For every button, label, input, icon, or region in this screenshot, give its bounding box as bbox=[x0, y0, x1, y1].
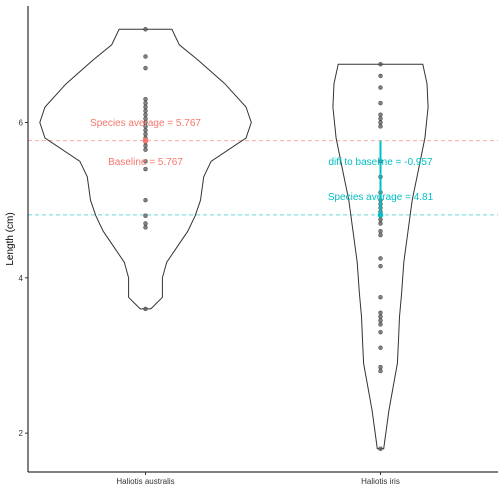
data-point bbox=[378, 256, 383, 261]
data-point bbox=[378, 232, 383, 238]
data-point bbox=[143, 306, 148, 312]
australis-baseline-label: Baseline = 5.767 bbox=[108, 157, 183, 168]
data-point bbox=[378, 85, 383, 90]
data-point bbox=[143, 65, 148, 71]
data-point bbox=[378, 120, 383, 125]
data-point bbox=[143, 159, 148, 164]
australis-species-average-label: Species average = 5.767 bbox=[90, 118, 201, 129]
data-point bbox=[378, 330, 383, 335]
x-tick-label: Haliotis australis bbox=[116, 477, 174, 486]
data-point bbox=[378, 310, 383, 315]
y-axis-title: Length (cm) bbox=[5, 212, 16, 265]
data-point bbox=[378, 221, 383, 226]
data-point bbox=[378, 345, 383, 350]
y-tick-label: 6 bbox=[19, 119, 24, 128]
data-point bbox=[378, 100, 383, 106]
data-point bbox=[378, 229, 383, 234]
data-point bbox=[143, 104, 148, 110]
data-point bbox=[143, 112, 148, 117]
data-point bbox=[143, 221, 148, 226]
data-point bbox=[378, 368, 383, 374]
data-points bbox=[143, 27, 383, 451]
x-tick-label: Haliotis iris bbox=[361, 477, 400, 486]
data-point bbox=[378, 124, 383, 129]
iris-diff-label: diff to baseline = -0.957 bbox=[328, 157, 432, 168]
data-point bbox=[378, 116, 383, 121]
x-ticks: Haliotis australis Haliotis iris bbox=[116, 472, 400, 486]
data-point bbox=[143, 131, 148, 137]
mean-marker bbox=[377, 212, 384, 218]
data-point bbox=[143, 143, 148, 149]
mean-marker bbox=[142, 137, 149, 144]
data-point bbox=[143, 213, 148, 218]
data-point bbox=[143, 147, 148, 152]
data-point bbox=[143, 100, 148, 106]
data-point bbox=[143, 27, 148, 32]
data-point bbox=[378, 318, 383, 323]
data-point bbox=[378, 446, 383, 451]
data-point bbox=[378, 62, 383, 67]
y-tick-label: 2 bbox=[19, 429, 24, 438]
iris-species-average-label: Species average = 4.81 bbox=[328, 192, 434, 203]
data-point bbox=[143, 96, 148, 102]
data-point bbox=[143, 108, 148, 114]
data-point bbox=[378, 314, 383, 319]
data-point bbox=[378, 73, 383, 79]
data-point bbox=[143, 197, 148, 203]
data-point bbox=[143, 166, 148, 172]
data-point bbox=[143, 54, 148, 59]
reference-lines bbox=[28, 140, 498, 216]
data-point bbox=[378, 112, 383, 117]
annotations: Species average = 5.767 Baseline = 5.767 d… bbox=[90, 118, 434, 203]
data-point bbox=[378, 263, 383, 269]
violin-australis bbox=[39, 28, 252, 310]
violin-iris bbox=[332, 63, 429, 450]
data-point bbox=[378, 364, 383, 370]
axes: 2 4 6 Haliotis australis Haliotis iris Leng… bbox=[5, 6, 498, 486]
violins bbox=[39, 28, 429, 450]
data-point bbox=[378, 322, 383, 327]
y-ticks: 2 4 6 bbox=[19, 119, 28, 438]
data-point bbox=[143, 225, 148, 230]
data-point bbox=[378, 217, 383, 222]
y-tick-label: 4 bbox=[19, 274, 24, 283]
mean-markers bbox=[142, 137, 384, 218]
data-point bbox=[378, 295, 383, 300]
